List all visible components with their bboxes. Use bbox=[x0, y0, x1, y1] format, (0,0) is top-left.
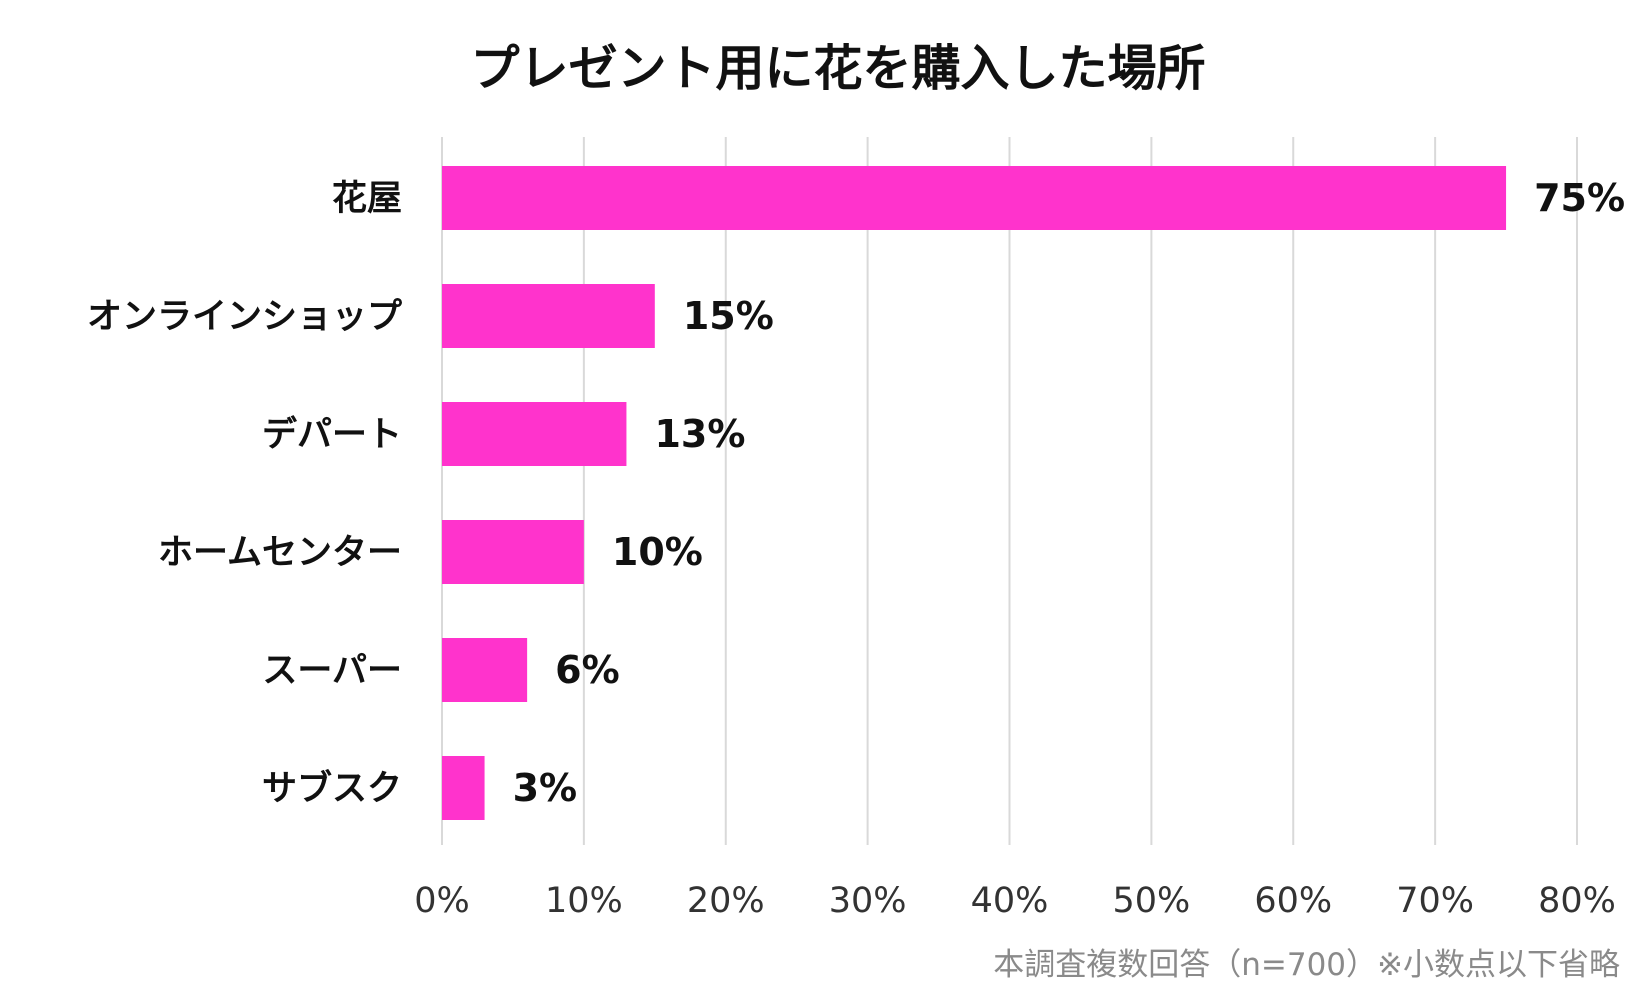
grid-lines bbox=[441, 137, 1578, 845]
category-label: デパート bbox=[262, 414, 402, 455]
bar bbox=[442, 520, 584, 584]
bars bbox=[442, 166, 1507, 820]
value-labels: 75% 15% 13% 10% 6% 3% bbox=[513, 176, 1625, 810]
x-tick-label: 60% bbox=[1254, 881, 1332, 921]
bar bbox=[442, 402, 627, 466]
category-label: ホームセンター bbox=[158, 533, 402, 573]
category-label: 花屋 bbox=[332, 179, 402, 219]
value-label: 13% bbox=[654, 412, 745, 456]
value-label: 75% bbox=[1534, 176, 1625, 220]
x-tick-label: 80% bbox=[1538, 881, 1616, 921]
bar bbox=[442, 756, 485, 820]
x-tick-label: 30% bbox=[829, 881, 907, 921]
x-tick-label: 0% bbox=[414, 881, 470, 921]
category-label: サブスク bbox=[262, 768, 402, 809]
bar bbox=[442, 638, 528, 702]
value-label: 3% bbox=[513, 766, 578, 810]
category-label: スーパー bbox=[262, 651, 402, 691]
x-tick-label: 10% bbox=[545, 881, 623, 921]
x-axis-tick-labels: 0% 10% 20% 30% 40% 50% 60% 70% 80% bbox=[414, 881, 1616, 921]
chart-footnote: 本調査複数回答（n=700）※小数点以下省略 bbox=[993, 947, 1620, 983]
chart-title: プレゼント用に花を購入した場所 bbox=[470, 40, 1205, 97]
x-tick-label: 40% bbox=[971, 881, 1049, 921]
value-label: 6% bbox=[555, 648, 620, 692]
category-label: オンラインショップ bbox=[87, 297, 402, 337]
x-tick-label: 20% bbox=[687, 881, 765, 921]
bar bbox=[442, 284, 655, 348]
value-label: 10% bbox=[612, 530, 703, 574]
x-tick-label: 50% bbox=[1112, 881, 1190, 921]
value-label: 15% bbox=[683, 294, 774, 338]
x-tick-label: 70% bbox=[1396, 881, 1474, 921]
bar bbox=[442, 166, 1507, 230]
